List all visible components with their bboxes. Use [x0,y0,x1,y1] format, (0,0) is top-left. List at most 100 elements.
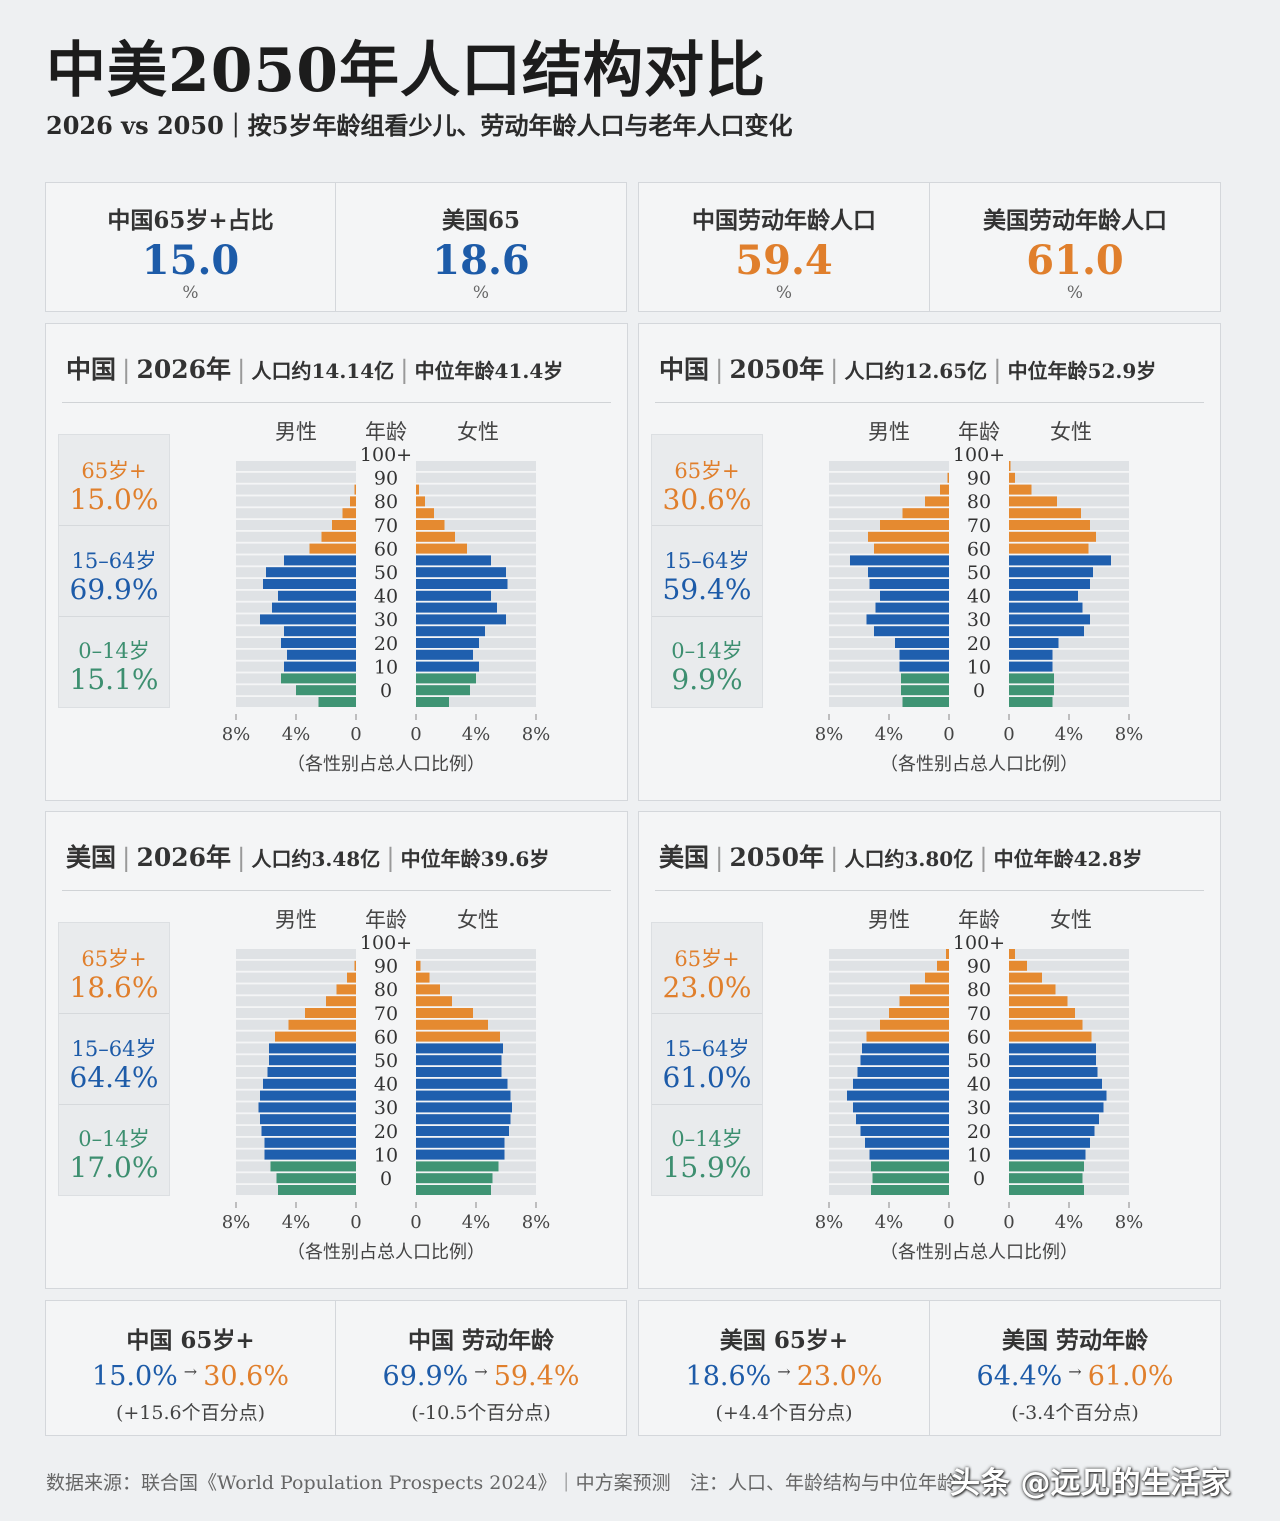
legend-group-name: 0–14岁 [78,639,150,663]
kpi-unit: % [182,283,199,303]
bar-female-65-69 [1009,543,1089,554]
comparison-us-65: 美国 65岁+ 18.6% → 23.0% (+4.4个百分点) [639,1301,929,1435]
bar-male-80-84 [902,508,949,519]
comparison-from: 18.6% [685,1361,772,1392]
bar-female-85-89 [1009,984,1056,995]
grid-row [829,697,949,707]
bar-male-10-14 [281,673,356,684]
grid-row [416,685,536,696]
bar-male-75-79 [889,1008,949,1018]
grid-row [829,949,949,959]
kpi-unit: % [1066,283,1084,303]
page-subtitle: 2026 vs 2050｜按5岁年龄组看少儿、劳动年龄人口与老年人口变化 [46,111,793,140]
x-tick-label: 0 [350,1212,361,1233]
bar-male-30-34 [856,1114,949,1125]
separator: | [237,355,246,384]
bar-female-40-44 [416,602,497,613]
age-tick: 50 [374,1050,398,1072]
panel-rule [655,402,1204,403]
legend-working: 15–64岁 61.0% [652,1033,762,1093]
legend-group-name: 15–64岁 [71,549,157,573]
bar-male-20-24 [287,649,356,660]
x-tick-label: 4% [1055,724,1084,745]
grid-row [236,949,356,959]
bar-female-90-94 [1009,484,1032,495]
legend-elderly: 65岁+ 23.0% [652,943,762,1003]
panel-year: 2050年 [729,843,825,872]
separator: | [122,355,131,384]
bar-male-25-29 [860,1126,949,1136]
kpi-value: 61.0 [1026,237,1124,284]
bar-male-85-89 [910,984,949,995]
bar-female-45-49 [1009,1078,1102,1089]
bar-female-80-84 [416,996,452,1007]
bar-female-75-79 [1009,520,1090,530]
panel-title: 美国 | 2050年 | 人口约3.80亿 | 中位年龄42.8岁 [659,838,1142,874]
bar-female-90-94 [416,972,430,983]
age-tick: 10 [374,656,398,678]
arrow-icon: → [474,1362,488,1381]
bar-female-50-54 [416,579,508,589]
panel-year: 2050年 [729,355,825,384]
age-tick: 0 [973,1168,985,1190]
bar-female-35-39 [416,1102,512,1113]
age-tick: 90 [967,956,991,978]
grid-row [1009,673,1129,684]
age-tick: 80 [967,491,991,513]
grid-row [416,649,536,660]
bar-male-40-44 [875,602,949,613]
panel-year: 2026年 [136,843,232,872]
comparison-box-left: 中国 65岁+ 15.0% → 30.6% (+15.6个百分点) 中国 劳动年龄 … [45,1300,627,1436]
age-tick: 10 [967,656,991,678]
bar-male-90-94 [354,484,356,495]
grid-row [416,972,536,983]
bar-male-70-74 [868,531,949,542]
bar-female-90-94 [416,484,419,495]
age-tick: 30 [374,609,398,631]
bar-male-25-29 [261,1126,356,1136]
age-tick: 60 [374,538,398,560]
age-tick: 50 [374,562,398,584]
legend-group-name: 0–14岁 [78,1127,150,1151]
grid-row [236,484,356,495]
panel-median-age: 中位年龄39.6岁 [400,847,550,871]
bar-female-35-39 [416,614,506,625]
legend-group-percent: 64.4% [69,1061,159,1094]
age-tick: 100+ [360,444,412,466]
legend-children: 0–14岁 15.9% [652,1123,762,1183]
grid-row [416,960,536,971]
bar-female-25-29 [1009,638,1059,648]
grid-row [416,484,536,495]
bar-male-95-99 [947,472,949,483]
x-tick-label: 4% [462,1212,491,1233]
divider [652,525,762,526]
grid-row [416,697,536,707]
separator: | [715,843,724,872]
grid-row [1009,949,1129,959]
female-label: 女性 [457,420,499,444]
age-tick: 50 [967,562,991,584]
male-label: 男性 [275,420,317,444]
bar-male-90-94 [925,972,949,983]
bar-female-75-79 [416,1008,473,1018]
bar-male-85-89 [336,984,356,995]
age-tick: 30 [967,1097,991,1119]
bar-female-0-4 [416,697,449,707]
x-axis-label: （各性别占总人口比例） [880,754,1078,775]
bar-female-75-79 [416,520,445,530]
legend-elderly: 65岁+ 30.6% [652,455,762,515]
bar-female-10-14 [1009,673,1054,684]
grid-row [236,472,356,483]
age-tick: 40 [967,1074,991,1096]
age-axis-label: 年龄 [958,420,1000,444]
bar-male-45-49 [880,590,949,601]
grid-row [1009,472,1129,483]
bar-female-0-4 [1009,1185,1084,1195]
comparison-to: 61.0% [1087,1361,1174,1392]
grid-row [829,649,949,660]
legend-group-percent: 15.0% [69,483,159,516]
female-label: 女性 [1050,420,1092,444]
bar-female-25-29 [1009,1126,1095,1136]
grid-row [829,638,949,648]
